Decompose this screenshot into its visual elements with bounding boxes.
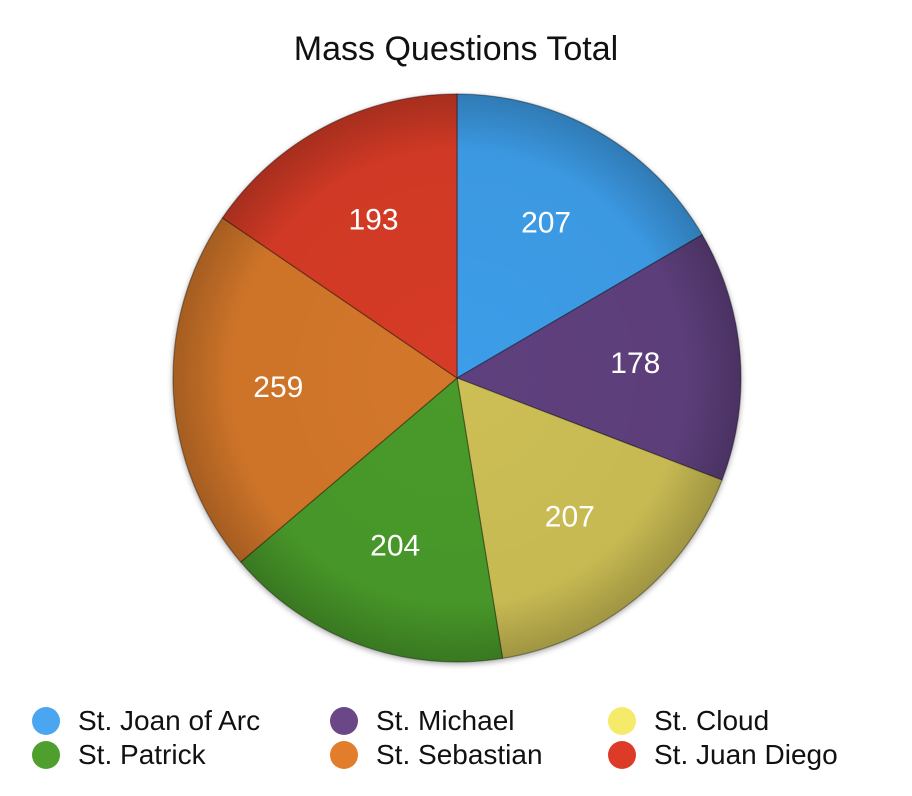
slice-value-label: 193 <box>348 203 398 236</box>
slice-value-label: 204 <box>370 529 420 562</box>
slice-value-label: 207 <box>521 206 571 239</box>
legend-label: St. Juan Diego <box>654 739 838 770</box>
slice-value-label: 207 <box>545 500 595 533</box>
legend-swatch <box>32 741 60 769</box>
legend-swatch <box>330 707 358 735</box>
legend-item: St. Michael <box>330 704 515 738</box>
slice-value-label: 259 <box>253 371 303 404</box>
pie-labels: 207 178 207 204 259 193 <box>253 203 660 562</box>
legend-swatch <box>608 707 636 735</box>
legend-item: St. Juan Diego <box>608 738 838 772</box>
legend-swatch <box>330 741 358 769</box>
pie-chart: 207 178 207 204 259 193 <box>172 93 742 663</box>
legend-swatch <box>608 741 636 769</box>
slice-value-label: 178 <box>610 347 660 380</box>
legend-item: St. Sebastian <box>330 738 543 772</box>
legend-item: St. Patrick <box>32 738 206 772</box>
legend-item: St. Cloud <box>608 704 769 738</box>
legend-label: St. Michael <box>376 705 515 736</box>
chart-title: Mass Questions Total <box>293 30 619 68</box>
legend-label: St. Joan of Arc <box>78 705 261 736</box>
legend-item: St. Joan of Arc <box>32 704 260 738</box>
legend-swatch <box>32 707 60 735</box>
legend-label: St. Patrick <box>78 739 206 770</box>
legend-label: St. Cloud <box>654 705 770 736</box>
legend-label: St. Sebastian <box>376 739 543 770</box>
